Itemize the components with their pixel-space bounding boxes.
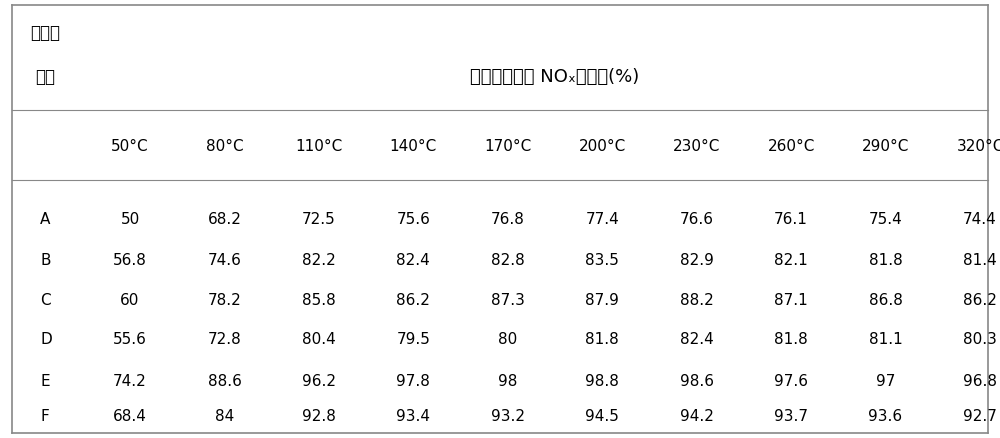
Text: 催化剂: 催化剂 xyxy=(30,24,60,42)
Text: 92.8: 92.8 xyxy=(302,409,336,424)
Text: 76.8: 76.8 xyxy=(491,212,525,226)
Text: E: E xyxy=(40,374,50,389)
Text: 68.4: 68.4 xyxy=(113,409,147,424)
Text: 88.2: 88.2 xyxy=(680,293,714,307)
Text: A: A xyxy=(40,212,50,226)
Text: 320°C: 320°C xyxy=(956,139,1000,154)
Text: 93.7: 93.7 xyxy=(774,409,808,424)
Text: 75.4: 75.4 xyxy=(869,212,902,226)
Text: 82.2: 82.2 xyxy=(302,253,336,268)
Text: 88.6: 88.6 xyxy=(208,374,241,389)
Text: 87.3: 87.3 xyxy=(491,293,525,307)
Text: 98.8: 98.8 xyxy=(585,374,619,389)
Text: 76.1: 76.1 xyxy=(774,212,808,226)
Text: 84: 84 xyxy=(215,409,234,424)
Text: D: D xyxy=(40,332,52,347)
Text: 82.4: 82.4 xyxy=(680,332,714,347)
Text: 97.8: 97.8 xyxy=(396,374,430,389)
Text: 77.4: 77.4 xyxy=(585,212,619,226)
Text: 82.8: 82.8 xyxy=(491,253,525,268)
Text: 81.8: 81.8 xyxy=(585,332,619,347)
Text: 50°C: 50°C xyxy=(111,139,149,154)
Text: 72.5: 72.5 xyxy=(302,212,336,226)
Text: 55.6: 55.6 xyxy=(113,332,147,347)
Text: 74.2: 74.2 xyxy=(113,374,147,389)
Text: 82.4: 82.4 xyxy=(396,253,430,268)
Text: 200°C: 200°C xyxy=(579,139,626,154)
Text: 79.5: 79.5 xyxy=(396,332,430,347)
Text: 81.8: 81.8 xyxy=(869,253,902,268)
Text: 不同温度下的 NOₓ转化率(%): 不同温度下的 NOₓ转化率(%) xyxy=(470,67,640,86)
Text: 97.6: 97.6 xyxy=(774,374,808,389)
Text: 81.4: 81.4 xyxy=(963,253,997,268)
Text: 140°C: 140°C xyxy=(390,139,437,154)
Text: B: B xyxy=(40,253,50,268)
Text: 97: 97 xyxy=(876,374,895,389)
Text: 93.6: 93.6 xyxy=(868,409,903,424)
Text: 81.8: 81.8 xyxy=(774,332,808,347)
Text: 81.1: 81.1 xyxy=(869,332,902,347)
Text: 74.4: 74.4 xyxy=(963,212,997,226)
Text: 80: 80 xyxy=(498,332,517,347)
Text: 93.2: 93.2 xyxy=(491,409,525,424)
Text: 170°C: 170°C xyxy=(484,139,531,154)
Text: 260°C: 260°C xyxy=(767,139,815,154)
Text: C: C xyxy=(40,293,51,307)
Text: 87.9: 87.9 xyxy=(585,293,619,307)
Text: 80.4: 80.4 xyxy=(302,332,336,347)
Text: 110°C: 110°C xyxy=(295,139,343,154)
Text: 83.5: 83.5 xyxy=(585,253,619,268)
Text: 98: 98 xyxy=(498,374,517,389)
Text: 86.2: 86.2 xyxy=(963,293,997,307)
Text: 93.4: 93.4 xyxy=(396,409,430,424)
Text: 76.6: 76.6 xyxy=(680,212,714,226)
Text: 56.8: 56.8 xyxy=(113,253,147,268)
Text: 82.9: 82.9 xyxy=(680,253,714,268)
Text: 72.8: 72.8 xyxy=(208,332,241,347)
Text: 98.6: 98.6 xyxy=(680,374,714,389)
Text: 编号: 编号 xyxy=(35,67,55,86)
Text: 82.1: 82.1 xyxy=(774,253,808,268)
Text: 80°C: 80°C xyxy=(206,139,243,154)
Text: 96.8: 96.8 xyxy=(963,374,997,389)
Text: 60: 60 xyxy=(120,293,140,307)
Text: F: F xyxy=(40,409,49,424)
Text: 92.7: 92.7 xyxy=(963,409,997,424)
Text: 94.2: 94.2 xyxy=(680,409,714,424)
Text: 74.6: 74.6 xyxy=(208,253,241,268)
Text: 80.3: 80.3 xyxy=(963,332,997,347)
Text: 96.2: 96.2 xyxy=(302,374,336,389)
Text: 290°C: 290°C xyxy=(862,139,909,154)
Text: 87.1: 87.1 xyxy=(774,293,808,307)
Text: 50: 50 xyxy=(120,212,140,226)
Text: 86.2: 86.2 xyxy=(396,293,430,307)
Text: 86.8: 86.8 xyxy=(869,293,902,307)
Text: 94.5: 94.5 xyxy=(585,409,619,424)
Text: 68.2: 68.2 xyxy=(208,212,241,226)
Text: 75.6: 75.6 xyxy=(396,212,430,226)
Text: 230°C: 230°C xyxy=(673,139,720,154)
Text: 85.8: 85.8 xyxy=(302,293,336,307)
Text: 78.2: 78.2 xyxy=(208,293,241,307)
